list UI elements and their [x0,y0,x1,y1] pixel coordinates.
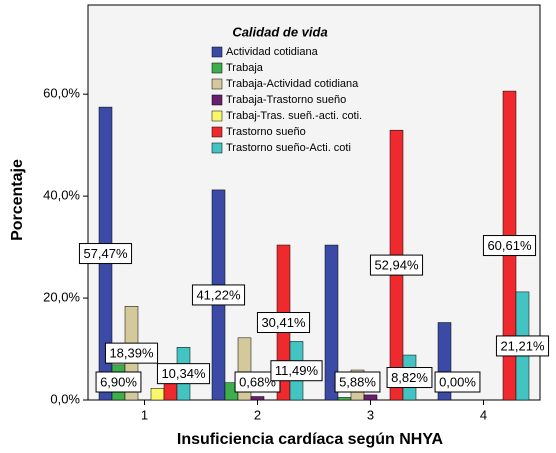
data-label: 57,47% [83,246,128,261]
data-label: 0,68% [239,374,276,389]
data-label-box [156,363,211,385]
data-label: 60,61% [487,238,532,253]
data-label-box [234,371,281,393]
bar [363,394,378,401]
y-tick-label: 60,0% [43,86,80,101]
legend-title: Calidad de vida [232,24,327,39]
data-label: 30,41% [261,315,306,330]
legend-swatch [211,94,223,106]
legend-label: Trabaj-Tras. sueñ.-acti. coti. [226,110,362,122]
legend-label: Trastorno sueño [226,126,306,138]
data-label: 41,22% [196,287,241,302]
data-label-box [434,371,481,393]
bar [250,396,265,401]
legend-swatch [211,62,223,74]
x-tick-label: 4 [480,407,487,422]
legend-label: Actividad cotidiana [226,46,319,58]
legend-swatch [211,46,223,58]
x-axis-title: Insuficiencia cardíaca según NHYA [177,431,444,448]
data-label: 8,82% [391,370,428,385]
data-label: 6,90% [100,374,137,389]
data-label: 18,39% [109,346,154,361]
data-label: 21,21% [500,338,545,353]
data-label-box [270,360,323,382]
data-label: 52,94% [374,258,419,273]
legend-label: Trabaja-Actividad cotidiana [226,78,359,90]
data-label-box [78,243,133,265]
x-tick-label: 2 [254,407,261,422]
bar [324,244,339,401]
bar [150,388,165,401]
y-tick-label: 40,0% [43,188,80,203]
data-label-box [104,342,159,364]
bar [163,382,178,401]
data-label-box [334,371,381,393]
bar [337,397,352,401]
data-label: 5,88% [339,374,376,389]
x-tick-label: 1 [141,407,148,422]
y-tick-label: 0,0% [50,391,80,406]
data-label-box [256,312,311,334]
plot-area [87,4,541,401]
data-label-box [482,235,537,257]
legend-label: Trabaja [226,62,264,74]
data-label: 10,34% [161,366,206,381]
data-label: 11,49% [275,363,319,378]
legend-swatch [211,78,223,90]
data-label-box [369,254,424,276]
legend-label: Trastorno sueño-Acti. coti [226,142,351,154]
y-axis-title: Porcentaje [9,159,26,241]
data-label-box [191,284,246,306]
legend-swatch [211,126,223,138]
y-tick-label: 20,0% [43,290,80,305]
x-tick-label: 3 [367,407,374,422]
legend-swatch [211,142,223,154]
legend-label: Trabaja-Trastorno sueño [226,94,346,106]
data-label-box [95,371,142,393]
legend-swatch [211,110,223,122]
data-label: 0,00% [439,374,476,389]
data-label-box [495,335,550,357]
data-label-box [386,367,433,389]
